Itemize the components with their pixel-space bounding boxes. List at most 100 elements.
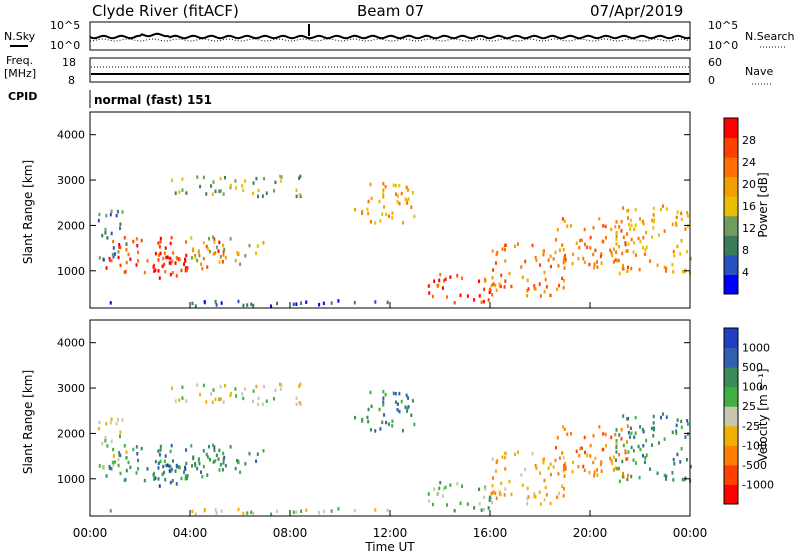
power-cell (382, 188, 385, 192)
power-cell (214, 189, 217, 194)
velocity-cell (184, 467, 187, 471)
power-cell (205, 192, 208, 196)
power-cell (137, 250, 140, 255)
power-cell (110, 258, 113, 263)
velocity-panel: 1000 2000 3000 4000 00:00 04:00 08:00 12:00 16:… (21, 302, 707, 554)
power-cell (183, 262, 186, 266)
power-cell (527, 287, 530, 291)
velocity-cell (487, 506, 490, 510)
colorbar-tick-label: 20 (742, 178, 756, 191)
power-cell (618, 271, 621, 276)
colorbar-swatch (724, 484, 738, 505)
noise-left-tick-top: 10^5 (50, 19, 80, 32)
power-data-cells (97, 174, 692, 308)
velocity-cell (171, 478, 174, 483)
freq-unit-label: [MHz] (4, 67, 36, 80)
velocity-cell (401, 428, 404, 433)
velocity-cell (153, 477, 156, 481)
velocity-colorbar: -1000 -500 -100 -25 25 100 500 1000 Velocity [m… (723, 327, 774, 505)
power-cell (686, 210, 689, 215)
freq-panel: 18 8 60 0 (62, 56, 722, 87)
power-cell (194, 255, 197, 260)
power-cell (634, 223, 637, 227)
power-cell (496, 250, 499, 255)
velocity-cell (622, 443, 625, 448)
velocity-cell (185, 399, 188, 403)
power-cell (600, 252, 603, 256)
power-cell (322, 301, 325, 306)
xtick-label: 00:00 (673, 526, 708, 540)
velocity-cell (612, 455, 615, 459)
velocity-cell (558, 491, 561, 496)
power-cell (592, 252, 595, 257)
velocity-cell (521, 483, 524, 488)
power-cell (219, 189, 222, 193)
power-cell (384, 184, 387, 189)
power-cell (157, 258, 160, 262)
power-cell (557, 264, 560, 268)
velocity-cell (622, 471, 625, 476)
velocity-cell (215, 511, 218, 515)
velocity-cell (224, 463, 227, 468)
velocity-cell (675, 429, 678, 433)
power-cell (650, 218, 653, 223)
power-cell (583, 242, 586, 247)
power-cell (484, 279, 487, 283)
power-cell (629, 227, 632, 231)
velocity-cell (174, 399, 177, 403)
power-cell (672, 249, 675, 254)
velocity-cell (445, 503, 448, 507)
power-cell (273, 189, 276, 193)
power-cell (212, 180, 215, 184)
power-cell (369, 182, 372, 187)
velocity-cell (495, 460, 498, 465)
velocity-cell (229, 445, 232, 449)
power-cell (169, 241, 172, 246)
power-cell (251, 191, 254, 196)
velocity-cell (650, 443, 653, 447)
power-cell (214, 251, 217, 255)
velocity-cell (197, 458, 200, 462)
velocity-cell (686, 422, 689, 426)
power-cell (213, 237, 216, 241)
velocity-cell (121, 418, 124, 422)
power-cell (498, 282, 501, 287)
power-cell (593, 262, 596, 266)
power-cell (500, 273, 503, 278)
velocity-cell (127, 460, 130, 465)
velocity-cell (391, 424, 394, 428)
velocity-cell (611, 461, 614, 466)
velocity-cell (491, 484, 494, 488)
velocity-cell (618, 433, 621, 437)
power-cell (367, 211, 370, 216)
velocity-cell (135, 471, 138, 475)
power-cell (673, 253, 676, 258)
power-cell (224, 255, 227, 260)
colorbar-swatch (724, 176, 738, 197)
colorbar-swatch (724, 406, 738, 427)
power-cell (214, 300, 217, 304)
velocity-cell (564, 461, 567, 466)
velocity-cell (184, 477, 187, 481)
velocity-cell (610, 458, 613, 463)
power-cell (563, 255, 566, 260)
power-cell (276, 301, 279, 306)
velocity-cell (295, 402, 298, 407)
power-cell (571, 261, 574, 266)
velocity-cell (534, 463, 537, 468)
velocity-cell (382, 389, 385, 394)
velocity-cell (621, 474, 624, 479)
power-cell (295, 302, 298, 306)
ytick-label: 3000 (57, 382, 85, 395)
power-cell (237, 251, 240, 256)
velocity-cell (539, 471, 542, 475)
velocity-cell (596, 468, 599, 472)
power-cell (427, 284, 430, 288)
velocity-cell (543, 478, 546, 483)
velocity-cell (222, 451, 225, 456)
power-cell (202, 241, 205, 245)
velocity-cell (492, 476, 495, 480)
velocity-cell (503, 455, 506, 460)
power-cell (531, 243, 534, 248)
velocity-cell (262, 449, 265, 453)
